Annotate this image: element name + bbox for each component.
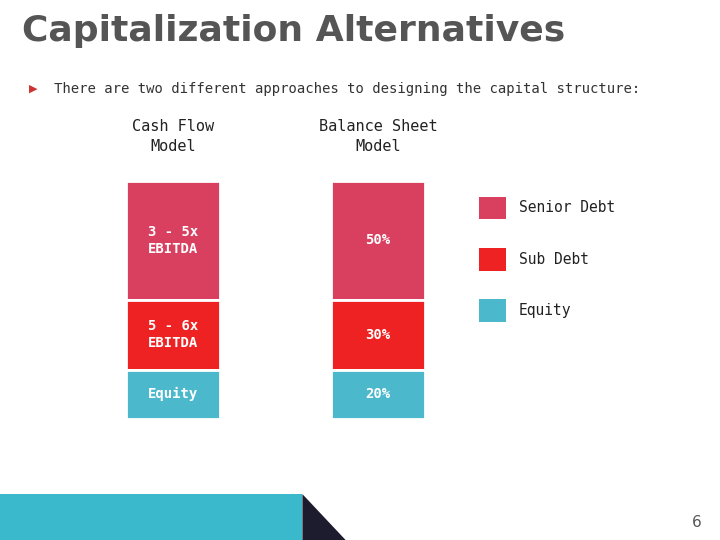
Bar [0, 494, 302, 540]
Text: Capitalization Alternatives: Capitalization Alternatives [22, 14, 565, 48]
Polygon shape [302, 494, 346, 540]
Bar [126, 300, 220, 370]
Bar [331, 370, 425, 418]
Text: Sub Debt: Sub Debt [519, 252, 589, 267]
Text: 20%: 20% [366, 387, 390, 401]
Bar [479, 197, 506, 219]
Bar [331, 181, 425, 300]
Text: Senior Debt: Senior Debt [519, 200, 616, 215]
Text: 30%: 30% [366, 328, 390, 342]
Text: 3 - 5x
EBITDA: 3 - 5x EBITDA [148, 225, 198, 256]
Text: Cash Flow
Model: Cash Flow Model [132, 119, 214, 153]
Text: Amsterdam Institute of Finance
October, 2014: Amsterdam Institute of Finance October, … [11, 505, 187, 529]
Bar [479, 248, 506, 271]
Bar [126, 370, 220, 418]
Text: Equity: Equity [148, 387, 198, 401]
Text: 6: 6 [692, 515, 702, 530]
Text: ▶: ▶ [29, 84, 37, 94]
Text: Equity: Equity [519, 303, 572, 318]
Bar [126, 181, 220, 300]
Text: Balance Sheet
Model: Balance Sheet Model [319, 119, 437, 153]
Text: There are two different approaches to designing the capital structure:: There are two different approaches to de… [54, 82, 640, 96]
Bar [479, 299, 506, 322]
Text: 5 - 6x
EBITDA: 5 - 6x EBITDA [148, 319, 198, 350]
Bar [331, 300, 425, 370]
Text: 50%: 50% [366, 233, 390, 247]
